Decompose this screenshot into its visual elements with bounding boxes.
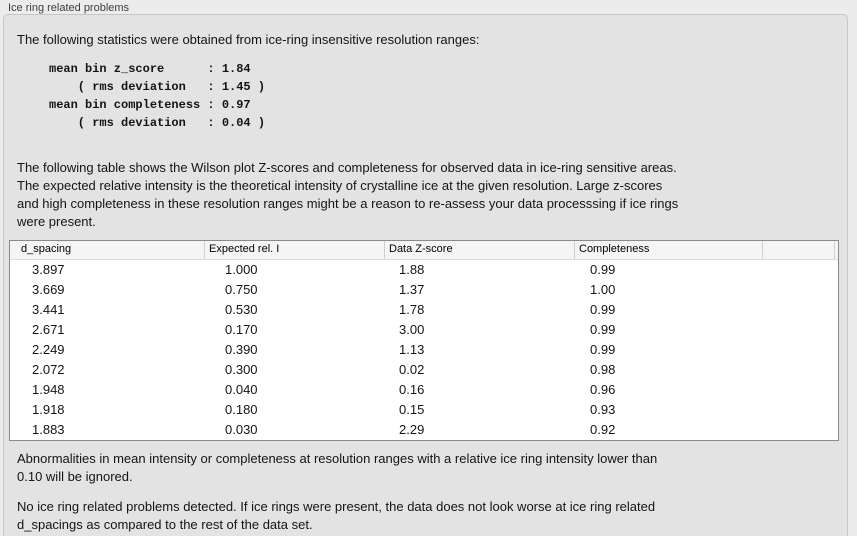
table-cell: 0.98 — [590, 362, 616, 377]
table-cell: 0.530 — [225, 302, 258, 317]
table-cell: 3.441 — [32, 302, 65, 317]
table-cell: 0.99 — [590, 302, 616, 317]
table-cell: 3.669 — [32, 282, 65, 297]
conclusion-text: No ice ring related problems detected. I… — [17, 499, 656, 532]
table-header-row: d_spacing Expected rel. I Data Z-score Comp… — [10, 241, 838, 260]
table-cell: 1.948 — [32, 382, 65, 397]
table-cell: 1.000 — [225, 262, 258, 277]
header-filler — [835, 241, 838, 259]
table-cell: 1.13 — [399, 342, 425, 357]
table-cell: 0.180 — [225, 402, 258, 417]
ignore-note-text: Abnormalities in mean intensity or compl… — [17, 451, 658, 484]
column-header-data-z-score[interactable]: Data Z-score — [385, 241, 575, 259]
description-text: The following table shows the Wilson plo… — [17, 160, 679, 229]
table-cell: 1.88 — [399, 262, 425, 277]
table-cell: 1.00 — [590, 282, 616, 297]
table-row[interactable]: 3.897 1.000 1.88 0.99 — [10, 260, 838, 280]
table-cell: 0.99 — [590, 342, 616, 357]
table-cell: 0.99 — [590, 322, 616, 337]
table-row[interactable]: 1.883 0.030 2.29 0.92 — [10, 420, 838, 440]
table-cell: 0.390 — [225, 342, 258, 357]
table-cell: 1.918 — [32, 402, 65, 417]
column-header-expected-rel-i[interactable]: Expected rel. I — [205, 241, 385, 259]
table-cell: 0.92 — [590, 422, 616, 437]
table-cell: 2.671 — [32, 322, 65, 337]
panel-title: Ice ring related problems — [8, 2, 130, 14]
table-cell: 3.897 — [32, 262, 65, 277]
table-row[interactable]: 1.918 0.180 0.15 0.93 — [10, 400, 838, 420]
column-header-d-spacing[interactable]: d_spacing — [10, 241, 205, 259]
ice-ring-table: d_spacing Expected rel. I Data Z-score Comp… — [9, 240, 839, 441]
table-row[interactable]: 1.948 0.040 0.16 0.96 — [10, 380, 838, 400]
table-row[interactable]: 2.249 0.390 1.13 0.99 — [10, 340, 838, 360]
stats-block: mean bin z_score : 1.84 ( rms deviation … — [49, 62, 266, 130]
table-cell: 0.16 — [399, 382, 425, 397]
table-cell: 0.300 — [225, 362, 258, 377]
table-cell: 2.249 — [32, 342, 65, 357]
table-cell: 0.02 — [399, 362, 425, 377]
table-cell: 0.96 — [590, 382, 616, 397]
table-row[interactable]: 2.072 0.300 0.02 0.98 — [10, 360, 838, 380]
table-cell: 0.93 — [590, 402, 616, 417]
table-cell: 0.170 — [225, 322, 258, 337]
table-cell: 0.15 — [399, 402, 425, 417]
column-header-empty[interactable] — [763, 241, 835, 259]
table-cell: 1.37 — [399, 282, 425, 297]
table-cell: 1.883 — [32, 422, 65, 437]
table-row[interactable]: 3.441 0.530 1.78 0.99 — [10, 300, 838, 320]
table-cell: 0.99 — [590, 262, 616, 277]
table-cell: 3.00 — [399, 322, 425, 337]
table-row[interactable]: 2.671 0.170 3.00 0.99 — [10, 320, 838, 340]
ice-ring-group-box: The following statistics were obtained f… — [3, 14, 848, 536]
table-cell: 0.750 — [225, 282, 258, 297]
table-cell: 1.78 — [399, 302, 425, 317]
table-body: 3.897 1.000 1.88 0.99 3.669 0.750 1.37 1.00 3.44… — [10, 260, 838, 440]
table-cell: 0.030 — [225, 422, 258, 437]
table-cell: 2.29 — [399, 422, 425, 437]
column-header-completeness[interactable]: Completeness — [575, 241, 763, 259]
table-cell: 0.040 — [225, 382, 258, 397]
table-row[interactable]: 3.669 0.750 1.37 1.00 — [10, 280, 838, 300]
table-cell: 2.072 — [32, 362, 65, 377]
intro-text: The following statistics were obtained f… — [17, 32, 480, 47]
